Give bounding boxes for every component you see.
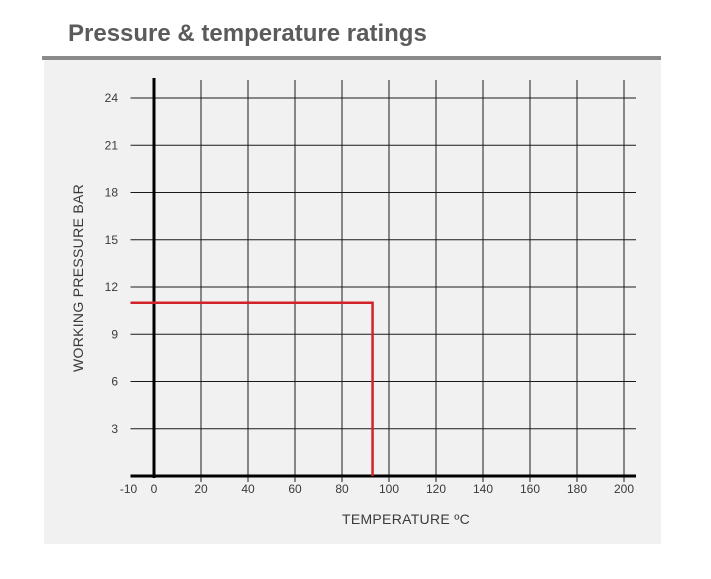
x-tick-label: -10: [120, 482, 138, 496]
x-tick-label: 20: [194, 482, 208, 496]
chart-grid: [130, 80, 636, 476]
x-axis-label: TEMPERATURE ºC: [342, 511, 470, 527]
y-tick-label: 12: [105, 280, 119, 294]
y-tick-label: 18: [105, 186, 119, 200]
x-tick-labels: -10 0 20 40 60 80 100 120 140 160 180 200: [120, 482, 635, 496]
y-tick-label: 9: [111, 327, 118, 341]
y-tick-label: 6: [111, 375, 118, 389]
x-tick-label: 0: [151, 482, 158, 496]
x-tick-label: 160: [520, 482, 540, 496]
x-tick-label: 40: [241, 482, 255, 496]
y-tick-label: 3: [111, 422, 118, 436]
title-divider: [42, 56, 661, 60]
page-title: Pressure & temperature ratings: [68, 20, 427, 47]
x-tick-label: 140: [473, 482, 493, 496]
x-tick-label: 200: [614, 482, 634, 496]
y-axis-label: WORKING PRESSURE BAR: [70, 184, 86, 372]
y-tick-label: 24: [105, 91, 119, 105]
x-tick-label: 100: [379, 482, 399, 496]
y-tick-labels: 3 6 9 12 15 18 21 24: [105, 91, 119, 436]
x-tick-label: 60: [288, 482, 302, 496]
chart-series: [130, 301, 374, 476]
x-tick-label: 120: [426, 482, 446, 496]
x-tick-label: 180: [567, 482, 587, 496]
y-tick-label: 15: [105, 233, 119, 247]
chart-axes: [130, 78, 636, 482]
rating-line: [130, 301, 374, 476]
x-tick-label: 80: [335, 482, 349, 496]
y-tick-label: 21: [105, 138, 119, 152]
